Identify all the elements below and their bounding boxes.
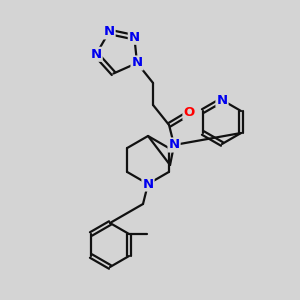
Text: N: N [129, 31, 140, 44]
Text: N: N [91, 48, 102, 61]
Text: N: N [169, 139, 180, 152]
Text: N: N [142, 178, 154, 190]
Text: N: N [131, 56, 142, 70]
Text: O: O [183, 106, 195, 119]
Text: N: N [103, 26, 115, 38]
Text: N: N [216, 94, 228, 106]
